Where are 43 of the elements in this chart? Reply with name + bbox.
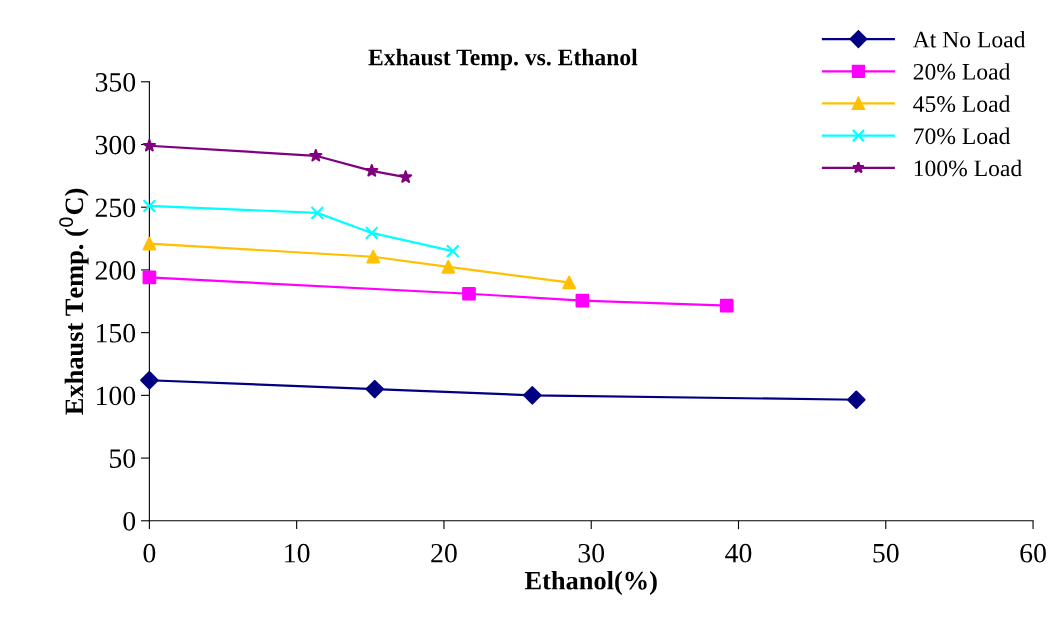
x-axis-title: Ethanol(%) xyxy=(524,570,657,595)
chart-title: Exhaust Temp. vs. Ethanol xyxy=(368,48,638,71)
y-axis-title: Exhaust Temp. ($^{0}$C) xyxy=(59,188,89,415)
y-tick-label: 350 xyxy=(95,72,136,92)
y-tick-label: 150 xyxy=(96,323,136,343)
point xyxy=(142,236,157,251)
y-tick-label: 0 xyxy=(123,511,136,531)
point xyxy=(523,386,542,405)
point xyxy=(365,379,384,399)
point xyxy=(575,293,590,308)
point xyxy=(441,259,456,274)
y-tick-label: 300 xyxy=(95,135,136,155)
point xyxy=(847,390,866,410)
legend-label: 70% Load xyxy=(914,127,1011,145)
y-tick-label: 200 xyxy=(95,261,136,280)
point xyxy=(365,163,379,177)
legend-label: At No Load xyxy=(912,30,1026,48)
legend-label: 100% Load xyxy=(914,159,1022,177)
point xyxy=(310,206,325,220)
point xyxy=(364,226,379,240)
point xyxy=(445,244,460,258)
point xyxy=(719,298,734,313)
y-tick-label: 100 xyxy=(96,386,136,406)
x-tick-label: 30 xyxy=(578,543,605,563)
point xyxy=(142,138,156,152)
point xyxy=(562,275,576,290)
x-tick-label: 50 xyxy=(873,543,899,563)
x-tick-label: 0 xyxy=(143,543,156,563)
point xyxy=(462,286,476,301)
point xyxy=(140,371,159,390)
x-tick-label: 60 xyxy=(1020,543,1046,563)
point xyxy=(366,249,381,264)
y-tick-label: 50 xyxy=(110,449,136,468)
point xyxy=(399,170,413,183)
point xyxy=(142,199,157,213)
legend-label: 45% Load xyxy=(913,95,1011,113)
legend-label: 20% Load xyxy=(913,63,1011,80)
x-tick-label: 20 xyxy=(431,543,457,563)
point xyxy=(309,148,323,162)
y-tick-label: 250 xyxy=(95,198,136,218)
x-tick-label: 10 xyxy=(285,543,310,563)
point xyxy=(142,270,157,285)
x-tick-label: 40 xyxy=(725,543,752,563)
